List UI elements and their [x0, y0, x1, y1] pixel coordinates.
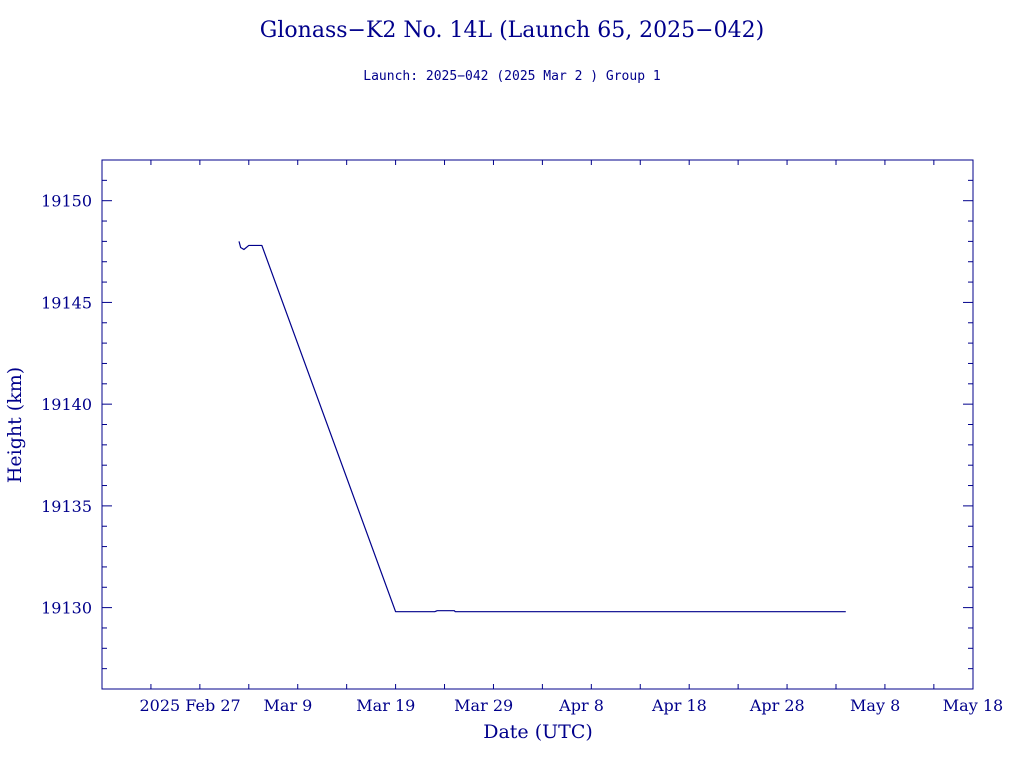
- y-tick-label: 19130: [41, 599, 92, 618]
- y-tick-label: 19150: [41, 192, 92, 211]
- height-series-line: [238, 241, 846, 613]
- x-tick-label: Apr 18: [651, 696, 707, 715]
- x-tick-label: 2025 Feb 27: [139, 696, 240, 715]
- x-tick-label: Mar 19: [356, 696, 415, 715]
- x-tick-label: May 18: [943, 696, 1003, 715]
- x-axis-label: Date (UTC): [483, 721, 593, 743]
- x-tick-label: Mar 29: [454, 696, 513, 715]
- x-axis-ticks: [101, 160, 935, 689]
- chart-title: Glonass−K2 No. 14L (Launch 65, 2025−042): [260, 18, 764, 43]
- chart-subtitle: Launch: 2025−042 (2025 Mar 2 ) Group 1: [363, 69, 660, 84]
- y-axis-label: Height (km): [4, 367, 26, 483]
- x-tick-label: Apr 28: [749, 696, 805, 715]
- x-axis-tick-labels: 2025 Feb 27 Mar 9 Mar 19 Mar 29 Apr 8 Apr 18 A…: [139, 696, 1003, 715]
- y-tick-label: 19145: [41, 293, 92, 312]
- y-axis-ticks: [102, 159, 973, 690]
- y-tick-label: 19135: [41, 497, 92, 516]
- y-axis-tick-labels: 19130 19135 19140 19145 19150: [41, 192, 92, 618]
- y-tick-label: 19140: [41, 395, 92, 414]
- series-group: [238, 241, 846, 613]
- plot-frame: [101, 159, 974, 690]
- x-tick-label: Apr 8: [558, 696, 604, 715]
- x-tick-label: Mar 9: [264, 696, 313, 715]
- x-tick-label: May 8: [850, 696, 900, 715]
